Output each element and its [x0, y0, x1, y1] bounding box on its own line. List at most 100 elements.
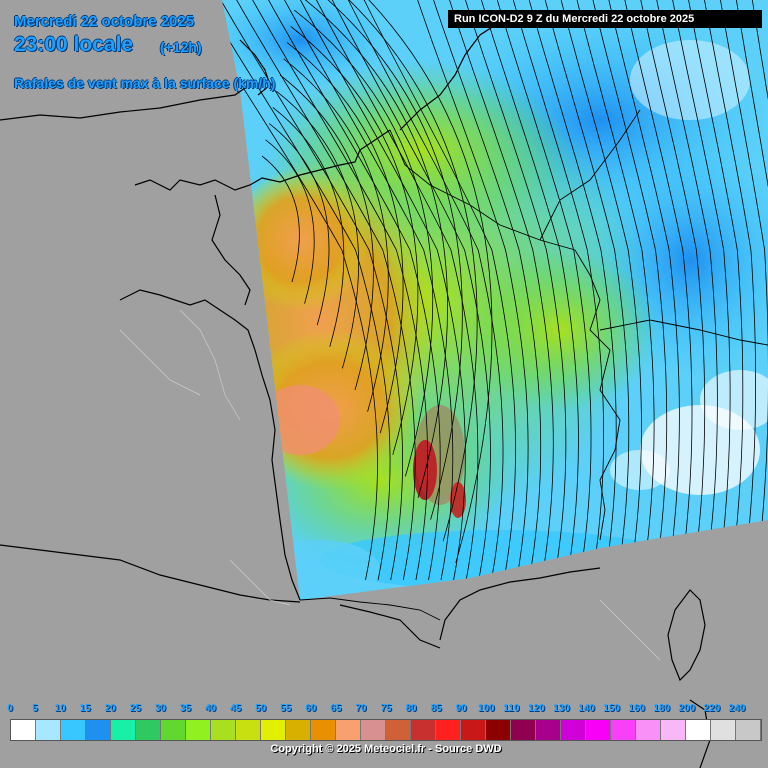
legend-tick-label: 140 — [578, 703, 595, 714]
streamline — [587, 0, 668, 581]
coastlines — [0, 21, 711, 768]
forecast-lead-time: (+12h) — [160, 39, 202, 55]
legend-swatch — [661, 720, 686, 740]
streamline — [308, 0, 493, 563]
streamline — [272, 107, 345, 347]
legend-tick-label: 120 — [528, 703, 545, 714]
streamline — [305, 0, 479, 581]
streamline — [410, 0, 529, 581]
legend-tick-label: 100 — [477, 703, 495, 714]
legend-swatch — [136, 720, 161, 740]
legend-tick-label: 90 — [455, 703, 467, 714]
legend-tick-label: 240 — [728, 703, 746, 714]
legend-swatch — [411, 720, 436, 740]
legend-tick-label: 5 — [32, 703, 38, 714]
streamline — [700, 0, 756, 581]
legend-tick-label: 30 — [154, 703, 166, 714]
legend-swatch — [336, 720, 361, 740]
legend-tick-label: 65 — [330, 703, 342, 714]
legend-swatch — [211, 720, 236, 740]
legend-tick-label: 60 — [305, 703, 317, 714]
legend-swatch — [61, 720, 86, 740]
streamline — [732, 0, 768, 581]
streamline — [458, 0, 567, 581]
legend-swatch — [436, 720, 461, 740]
streamline — [668, 0, 731, 581]
parameter-title: Rafales de vent max à la surface (km/h) — [14, 75, 276, 91]
legend-swatch — [586, 720, 611, 740]
streamline — [337, 0, 504, 581]
forecast-local-time: 23:00 locale — [14, 33, 134, 56]
legend-swatch — [86, 720, 111, 740]
legend-swatch — [311, 720, 336, 740]
streamline — [297, 0, 448, 499]
legend-tick-label: 70 — [355, 703, 367, 714]
streamline — [265, 139, 315, 304]
region-borders — [119, 309, 661, 661]
streamline — [301, 0, 463, 520]
legend-tick-label: 200 — [678, 703, 696, 714]
legend-swatches — [10, 719, 762, 741]
streamline — [603, 0, 680, 581]
streamline — [523, 0, 617, 581]
legend-swatch — [736, 720, 761, 740]
legend-swatch — [286, 720, 311, 740]
streamline — [241, 0, 429, 581]
legend-tick-label: 75 — [380, 703, 392, 714]
run-info-box: Run ICON-D2 9 Z du Mercredi 22 octobre 2… — [448, 10, 762, 28]
streamline — [268, 123, 330, 326]
streamline — [539, 0, 630, 581]
streamline — [225, 0, 416, 581]
legend-swatch — [236, 720, 261, 740]
color-legend: 0 5 10 15 20 25 30 35 40 45 50 55 60 65 70 75 80 85 90 100 1… — [7, 703, 762, 763]
legend-swatch — [711, 720, 736, 740]
streamline — [283, 58, 389, 412]
legend-tick-label: 180 — [653, 703, 671, 714]
legend-tick-label: 40 — [204, 703, 217, 714]
streamline — [620, 0, 693, 581]
legend-tick-label: 45 — [230, 703, 242, 714]
streamline — [571, 0, 655, 581]
legend-swatch — [361, 720, 386, 740]
legend-tick-label: 35 — [179, 703, 192, 714]
legend-swatch — [186, 720, 211, 740]
copyright-text: Copyright © 2025 Meteociel.fr - Source D… — [270, 743, 502, 755]
legend-swatch — [386, 720, 411, 740]
streamline — [321, 0, 491, 581]
streamline — [684, 0, 744, 581]
legend-swatch — [486, 720, 511, 740]
streamline — [261, 155, 300, 283]
legend-swatch — [511, 720, 536, 740]
streamline — [273, 0, 454, 581]
legend-swatch — [11, 720, 36, 740]
legend-tick-label: 80 — [405, 703, 417, 714]
streamline — [222, 0, 391, 581]
forecast-date: Mercredi 22 octobre 2025 — [14, 13, 195, 30]
legend-swatch — [111, 720, 136, 740]
legend-tick-label: 160 — [628, 703, 645, 714]
legend-swatch — [636, 720, 661, 740]
wind-streamlines — [222, 0, 768, 581]
legend-swatch — [536, 720, 561, 740]
legend-tick-label: 20 — [104, 703, 116, 714]
legend-tick-label: 0 — [7, 703, 13, 714]
legend-swatch — [611, 720, 636, 740]
streamline — [442, 0, 554, 581]
legend-tick-label: 10 — [54, 703, 66, 714]
legend-tick-label: 220 — [703, 703, 721, 714]
streamline — [286, 42, 404, 434]
streamline — [222, 0, 378, 581]
streamline — [716, 0, 768, 581]
legend-swatch — [686, 720, 711, 740]
legend-swatch — [261, 720, 286, 740]
streamline — [304, 0, 478, 542]
legend-tick-label: 150 — [603, 703, 620, 714]
legend-tick-label: 55 — [280, 703, 292, 714]
streamline — [652, 0, 718, 581]
legend-swatch — [161, 720, 186, 740]
streamline — [636, 0, 706, 581]
legend-swatch — [36, 720, 61, 740]
streamline — [276, 90, 359, 369]
streamline — [475, 0, 579, 581]
